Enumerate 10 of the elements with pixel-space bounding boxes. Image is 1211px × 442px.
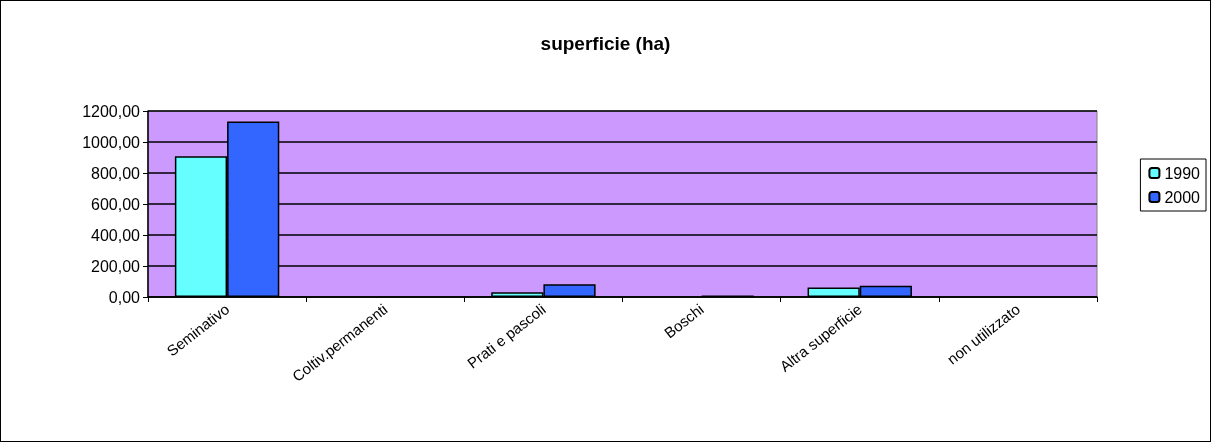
- chart-title: superficie (ha): [540, 33, 671, 54]
- y-tick-label: 0,00: [108, 288, 141, 306]
- y-tick-label: 1200,00: [82, 102, 141, 120]
- y-tick-label: 600,00: [91, 195, 141, 213]
- legend-label: 1990: [1164, 164, 1201, 182]
- y-tick-label: 1000,00: [82, 133, 141, 151]
- legend-label: 2000: [1164, 188, 1201, 206]
- y-tick-label: 200,00: [91, 257, 141, 275]
- y-tick-label: 800,00: [91, 164, 141, 182]
- y-tick-label: 400,00: [91, 226, 141, 244]
